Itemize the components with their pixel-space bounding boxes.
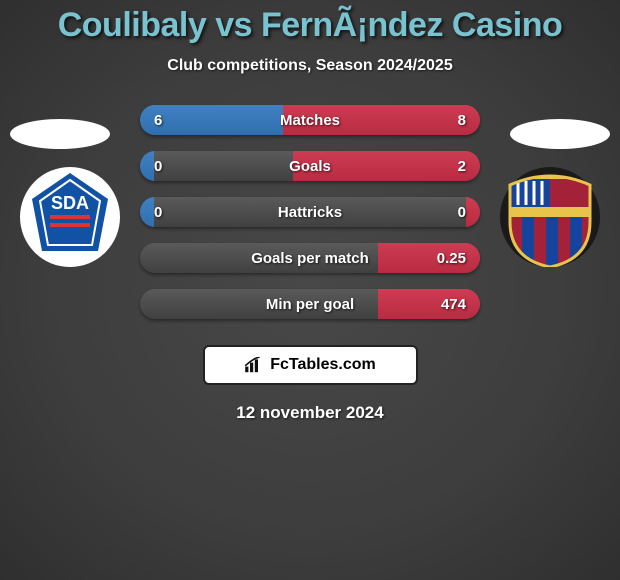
- stat-row: 68Matches: [140, 105, 480, 135]
- page-title: Coulibaly vs FernÃ¡ndez Casino: [0, 0, 620, 45]
- subtitle: Club competitions, Season 2024/2025: [0, 57, 620, 75]
- stat-label: Matches: [140, 105, 480, 135]
- chart-icon: [244, 357, 264, 373]
- stat-label: Goals per match: [140, 243, 480, 273]
- stat-row: 0.25Goals per match: [140, 243, 480, 273]
- stat-rows: 68Matches 02Goals 00Hattricks 0.25Goals per…: [140, 105, 480, 335]
- club-badge-right-icon: [500, 167, 600, 267]
- footer-brand-box: FcTables.com: [203, 345, 418, 385]
- club-logo-left: SDA: [20, 167, 120, 267]
- comparison-panel: SDA: [0, 105, 620, 335]
- stat-row: 00Hattricks: [140, 197, 480, 227]
- player-silhouette-left: [10, 119, 110, 149]
- stat-row: 02Goals: [140, 151, 480, 181]
- stat-label: Min per goal: [140, 289, 480, 319]
- club-badge-left-icon: SDA: [20, 167, 120, 267]
- date-text: 12 november 2024: [0, 403, 620, 423]
- stat-row: 474Min per goal: [140, 289, 480, 319]
- player-silhouette-right: [510, 119, 610, 149]
- club-logo-right: [500, 167, 600, 267]
- badge-text: SDA: [51, 193, 89, 213]
- stat-label: Hattricks: [140, 197, 480, 227]
- stat-label: Goals: [140, 151, 480, 181]
- footer-brand-text: FcTables.com: [270, 356, 376, 374]
